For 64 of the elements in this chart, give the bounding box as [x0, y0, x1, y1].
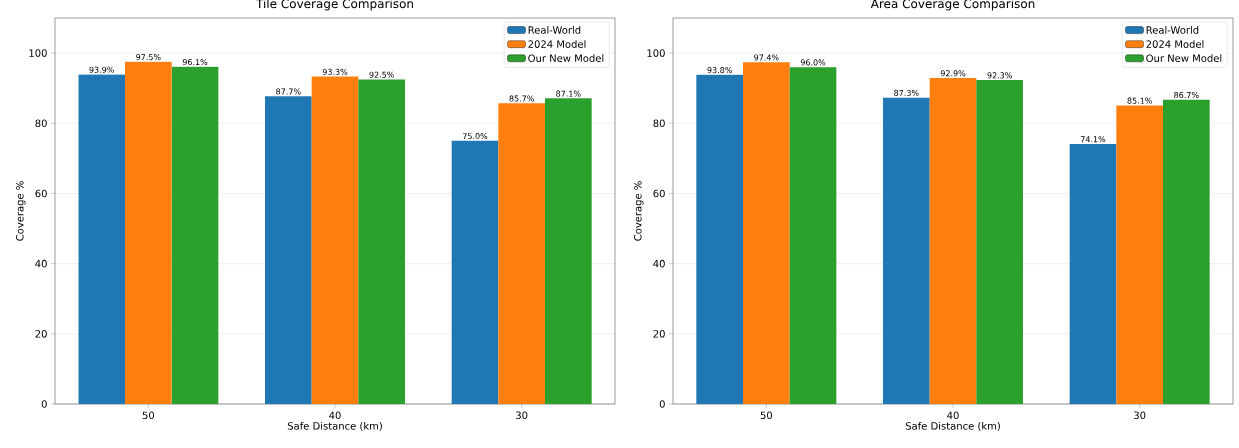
data-label: 92.5%: [369, 71, 394, 78]
x-axis-title: Safe Distance (km): [287, 421, 382, 431]
data-label: 87.3%: [894, 89, 919, 96]
data-label: 85.1%: [1127, 97, 1152, 104]
legend-label: 2024 Model: [1146, 40, 1204, 48]
x-tick-label: 40: [947, 411, 959, 420]
bar: [743, 62, 790, 404]
y-tick-label: 100: [29, 49, 47, 57]
data-label: 92.9%: [940, 70, 966, 77]
y-axis-title: Coverage %: [634, 181, 644, 241]
data-label: 96.1%: [182, 59, 208, 66]
data-label: 97.5%: [136, 54, 161, 61]
bar: [1069, 143, 1117, 404]
y-tick-label: 80: [653, 119, 665, 128]
data-label: 97.4%: [754, 54, 779, 61]
y-tick-label: 20: [653, 330, 665, 338]
y-axis-title: Coverage %: [16, 181, 26, 241]
bar: [1116, 105, 1164, 404]
y-tick-label: 20: [35, 330, 47, 338]
x-tick-label: 50: [760, 411, 773, 420]
x-tick-label: 30: [1134, 411, 1146, 420]
y-tick-label: 100: [647, 49, 665, 57]
data-label: 87.1%: [556, 90, 581, 97]
bar: [545, 98, 592, 404]
data-label: 96.0%: [800, 59, 826, 66]
x-tick-label: 30: [516, 411, 528, 420]
data-label: 86.7%: [1174, 92, 1199, 99]
data-label: 93.8%: [707, 67, 732, 74]
bar: [78, 74, 126, 404]
data-label: 85.7%: [509, 95, 534, 102]
bar: [265, 96, 312, 404]
data-label: 93.9%: [89, 66, 114, 73]
y-tick-label: 0: [659, 400, 665, 408]
bar: [451, 140, 499, 404]
bar: [929, 78, 977, 404]
bar: [1163, 99, 1210, 404]
y-tick-label: 0: [41, 400, 47, 408]
legend-label: Our New Model: [1146, 54, 1222, 62]
x-tick-label: 40: [329, 411, 341, 420]
y-tick-label: 60: [653, 189, 665, 198]
bar: [125, 61, 172, 404]
bar: [883, 97, 930, 404]
y-tick-label: 40: [35, 259, 47, 268]
data-label: 93.3%: [322, 68, 348, 75]
bar: [976, 80, 1024, 404]
y-tick-label: 40: [653, 259, 665, 268]
data-label: 87.7%: [276, 88, 301, 95]
legend-label: Our New Model: [528, 54, 604, 62]
y-tick-label: 80: [35, 119, 47, 128]
bar: [696, 74, 744, 404]
x-tick-label: 50: [142, 411, 155, 420]
data-label: 92.3%: [987, 72, 1012, 79]
bar: [171, 66, 219, 404]
y-tick-label: 60: [35, 189, 47, 198]
legend-label: Real-World: [528, 26, 581, 34]
data-label: 75.0%: [462, 133, 488, 140]
bar: [311, 76, 359, 404]
data-label: 74.1%: [1080, 136, 1106, 143]
bar: [498, 103, 546, 404]
legend-label: 2024 Model: [528, 40, 586, 48]
legend-label: Real-World: [1146, 26, 1199, 34]
bar: [358, 79, 405, 404]
bar: [789, 67, 837, 404]
x-axis-title: Safe Distance (km): [905, 421, 1000, 431]
